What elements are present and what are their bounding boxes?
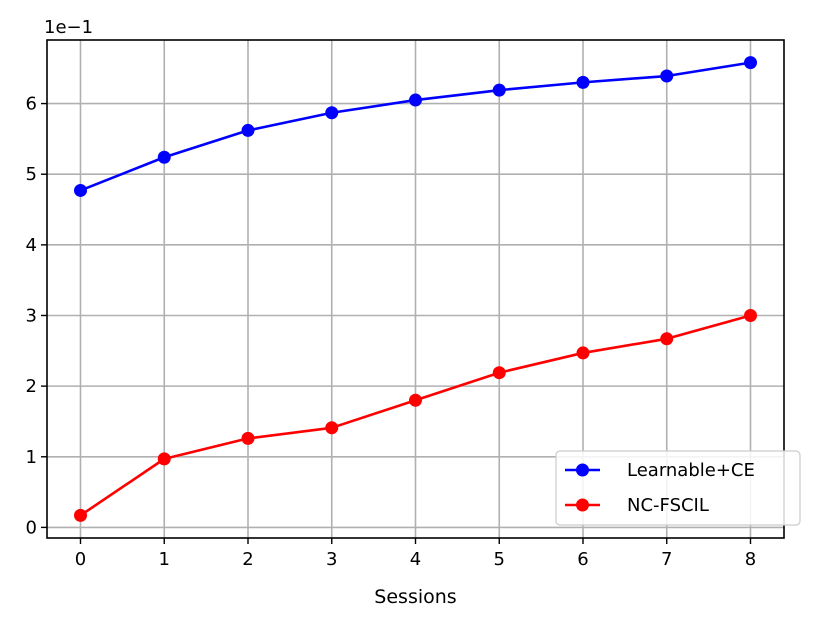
series-point — [492, 83, 506, 97]
series-point — [660, 69, 674, 83]
legend-label: NC-FSCIL — [627, 495, 709, 516]
y-tick-label: 6 — [26, 94, 37, 115]
series-layer — [74, 56, 757, 522]
series-point — [325, 421, 339, 435]
x-axis-label: Sessions — [374, 586, 456, 608]
series-point — [660, 332, 674, 346]
legend-label: Learnable+CE — [627, 460, 755, 481]
series-point — [492, 366, 506, 380]
series-point — [241, 123, 255, 137]
x-tick-label: 5 — [494, 549, 505, 570]
y-tick-label: 3 — [26, 305, 37, 326]
series-point — [409, 93, 422, 107]
x-tick-label: 3 — [326, 549, 337, 570]
y-offset-text: 1e−1 — [44, 17, 93, 38]
x-tick-label: 2 — [242, 549, 253, 570]
series-point — [576, 346, 590, 360]
series-point — [576, 75, 590, 89]
series-point — [409, 393, 422, 407]
x-tick-label: 6 — [577, 549, 588, 570]
y-tick-label: 0 — [26, 517, 37, 538]
series-point — [241, 431, 255, 445]
x-tick-label: 1 — [159, 549, 170, 570]
series-point — [744, 308, 757, 322]
legend-marker — [576, 498, 589, 512]
x-tick-label: 8 — [745, 549, 756, 570]
series-point — [744, 56, 757, 70]
x-tick-label: 0 — [75, 549, 86, 570]
series-point — [157, 452, 171, 466]
y-tick-label: 5 — [26, 164, 37, 185]
axis-ticks: 0 1 2 3 4 5 6 7 8 0 1 2 3 4 5 6 — [26, 94, 757, 570]
series-point — [157, 150, 171, 164]
y-tick-label: 4 — [26, 235, 37, 256]
legend: Learnable+CE NC-FSCIL — [555, 450, 801, 526]
series-point — [74, 508, 87, 522]
x-tick-label: 4 — [410, 549, 421, 570]
legend-marker — [576, 463, 589, 477]
legend-box — [555, 450, 801, 526]
series-point — [74, 183, 87, 197]
series-point — [325, 106, 339, 120]
x-tick-label: 7 — [661, 549, 672, 570]
y-tick-label: 2 — [26, 376, 37, 397]
y-tick-label: 1 — [26, 447, 37, 468]
